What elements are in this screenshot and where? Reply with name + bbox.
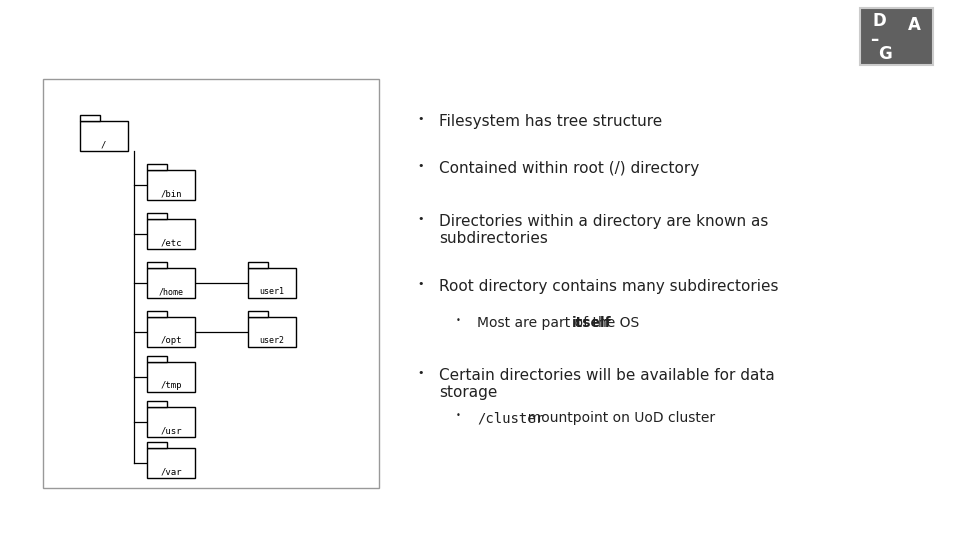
Text: •: • xyxy=(418,214,424,224)
Text: /opt: /opt xyxy=(160,336,181,345)
FancyBboxPatch shape xyxy=(248,317,296,347)
Text: •: • xyxy=(418,368,424,378)
FancyBboxPatch shape xyxy=(248,262,268,268)
Text: Directories within a directory are known as
subdirectories: Directories within a directory are known… xyxy=(439,214,768,246)
FancyBboxPatch shape xyxy=(147,219,195,249)
FancyBboxPatch shape xyxy=(248,311,268,317)
FancyBboxPatch shape xyxy=(147,317,195,347)
Text: /etc: /etc xyxy=(160,238,181,247)
Text: •: • xyxy=(418,161,424,172)
Text: Root directory contains many subdirectories: Root directory contains many subdirector… xyxy=(439,279,779,294)
FancyBboxPatch shape xyxy=(147,268,195,299)
Text: itself: itself xyxy=(571,316,612,330)
Text: D: D xyxy=(873,12,886,30)
Text: user1: user1 xyxy=(259,287,284,296)
Text: •: • xyxy=(456,411,461,421)
Text: mountpoint on UoD cluster: mountpoint on UoD cluster xyxy=(519,411,715,426)
Text: •: • xyxy=(418,114,424,124)
Text: G: G xyxy=(878,45,892,63)
Text: /usr: /usr xyxy=(160,426,181,435)
FancyBboxPatch shape xyxy=(147,401,167,407)
Text: /cluster: /cluster xyxy=(477,411,544,426)
FancyBboxPatch shape xyxy=(147,170,195,200)
FancyBboxPatch shape xyxy=(43,79,379,488)
Text: A: A xyxy=(907,16,921,34)
Text: •: • xyxy=(418,279,424,289)
Text: •: • xyxy=(456,316,461,325)
Text: /tmp: /tmp xyxy=(160,381,181,390)
Text: Certain directories will be available for data
storage: Certain directories will be available fo… xyxy=(439,368,775,400)
Text: /var: /var xyxy=(160,467,181,476)
Text: Most are part of the OS: Most are part of the OS xyxy=(477,316,644,330)
FancyBboxPatch shape xyxy=(147,213,167,219)
Text: The Linux Filesystem Layout: The Linux Filesystem Layout xyxy=(21,28,317,48)
FancyBboxPatch shape xyxy=(80,121,128,151)
Text: –: – xyxy=(871,31,878,49)
FancyBboxPatch shape xyxy=(147,262,167,268)
FancyBboxPatch shape xyxy=(147,164,167,170)
FancyBboxPatch shape xyxy=(80,115,100,121)
FancyBboxPatch shape xyxy=(147,362,195,393)
FancyBboxPatch shape xyxy=(860,8,933,65)
FancyBboxPatch shape xyxy=(147,442,167,448)
Text: user2: user2 xyxy=(259,336,284,345)
FancyBboxPatch shape xyxy=(147,407,195,437)
Text: /bin: /bin xyxy=(160,189,181,198)
Text: /home: /home xyxy=(158,287,183,296)
FancyBboxPatch shape xyxy=(147,311,167,317)
Text: Filesystem has tree structure: Filesystem has tree structure xyxy=(439,114,662,129)
FancyBboxPatch shape xyxy=(147,356,167,362)
Text: Contained within root (/) directory: Contained within root (/) directory xyxy=(439,161,699,177)
FancyBboxPatch shape xyxy=(147,448,195,478)
FancyBboxPatch shape xyxy=(248,268,296,299)
Text: /: / xyxy=(101,140,107,149)
Text: 27: 27 xyxy=(917,517,936,532)
